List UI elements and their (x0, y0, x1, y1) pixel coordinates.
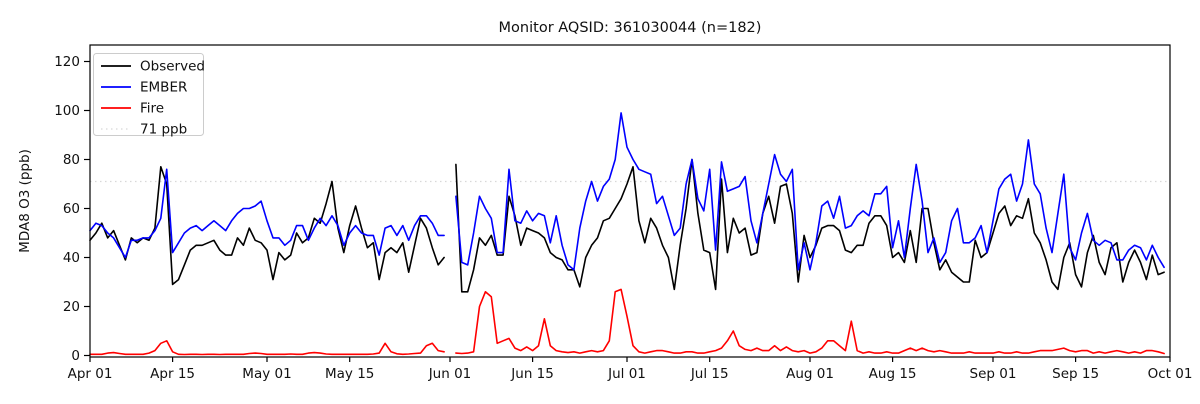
x-tick-label: Sep 15 (1052, 366, 1099, 382)
y-tick-label: 100 (54, 103, 80, 119)
legend-label-71-ppb: 71 ppb (140, 122, 187, 138)
legend-label-fire: Fire (140, 101, 164, 117)
y-tick-label: 80 (63, 152, 80, 168)
x-tick-label: Apr 15 (150, 366, 195, 382)
plot-area: Apr 01 Apr 15 May 01 May 15 Jun 01 Jun 15 Jul … (54, 44, 1193, 382)
y-tick-label: 120 (54, 54, 80, 70)
x-tick-label: May 15 (325, 366, 374, 382)
y-tick-label: 40 (63, 250, 80, 266)
x-tick-label: Aug 15 (869, 366, 917, 382)
chart-title: Monitor AQSID: 361030044 (n=182) (499, 20, 762, 36)
legend-label-observed: Observed (140, 59, 205, 75)
legend-label-ember: EMBER (140, 80, 187, 96)
x-tick-label: May 01 (242, 366, 291, 382)
x-tick-label: Oct 01 (1148, 366, 1193, 382)
x-tick-label: Jun 01 (428, 366, 472, 382)
y-tick-label: 60 (63, 201, 80, 217)
y-tick-label: 20 (63, 299, 80, 315)
legend-box (93, 53, 204, 136)
y-tick-label: 0 (71, 348, 80, 364)
x-tick-label: Jun 15 (510, 366, 554, 382)
series-line-ember (89, 112, 1165, 271)
x-tick-label: Aug 01 (786, 366, 834, 382)
x-tick-label: Apr 01 (68, 366, 113, 382)
y-axis-title: MDA8 O3 (ppb) (17, 149, 33, 253)
x-tick-label: Jul 01 (607, 366, 646, 382)
x-tick-label: Jul 15 (690, 366, 729, 382)
x-tick-label: Sep 01 (970, 366, 1017, 382)
plot-frame (89, 44, 1171, 358)
series-line-fire (89, 288, 1165, 356)
